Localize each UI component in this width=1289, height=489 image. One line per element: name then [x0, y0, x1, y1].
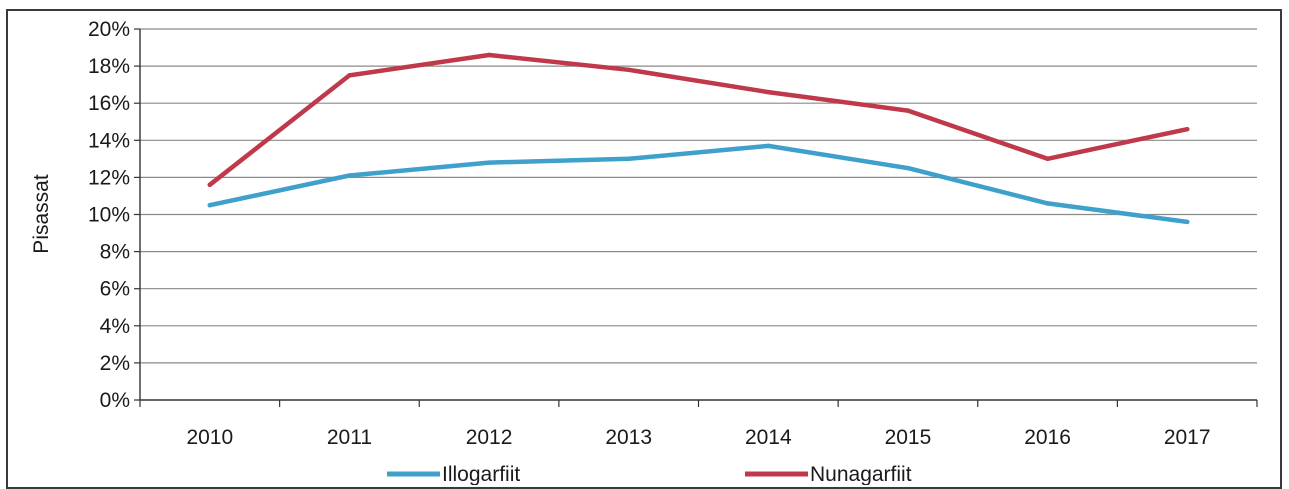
- data-point: [1184, 126, 1190, 132]
- x-tick-label: 2017: [1164, 426, 1211, 449]
- x-tick-label: 2012: [466, 426, 513, 449]
- data-point: [1184, 219, 1190, 225]
- y-tick-label: 14%: [88, 129, 130, 152]
- x-tick-label: 2016: [1024, 426, 1071, 449]
- y-tick-label: 18%: [88, 55, 130, 78]
- y-tick-label: 16%: [88, 92, 130, 115]
- y-tick-label: 20%: [88, 18, 130, 41]
- axes: [134, 28, 1258, 407]
- y-tick-label: 0%: [100, 389, 130, 412]
- series-line-illogarfiit: [207, 143, 1190, 225]
- x-tick-label: 2013: [605, 426, 652, 449]
- x-tick-label: 2010: [186, 426, 233, 449]
- y-tick-label: 6%: [100, 278, 130, 301]
- y-tick-label: 2%: [100, 352, 130, 375]
- data-point: [905, 108, 911, 113]
- data-point: [486, 52, 492, 58]
- legend-label-illogarfiit: Illogarfiit: [442, 463, 520, 485]
- y-tick-label: 4%: [100, 315, 130, 338]
- x-tick-label: 2015: [885, 426, 932, 449]
- data-point: [766, 143, 771, 149]
- y-tick-labels: 0% 2% 4% 6% 8% 10% 12% 14% 16% 18% 20%: [88, 18, 130, 412]
- data-point: [347, 173, 352, 178]
- y-tick-label: 10%: [88, 204, 130, 227]
- legend: Illogarfiit Nunagarfiit: [387, 463, 912, 485]
- y-axis-title: Pisassat: [30, 174, 53, 254]
- legend-label-nunagarfiit: Nunagarfiit: [810, 463, 912, 485]
- data-point: [1045, 156, 1050, 162]
- data-point: [626, 156, 631, 162]
- series-lines: [207, 52, 1190, 225]
- data-point: [347, 73, 352, 78]
- series-line-nunagarfiit: [207, 52, 1190, 188]
- data-point: [626, 67, 631, 73]
- data-point: [207, 182, 213, 188]
- y-tick-label: 12%: [88, 166, 130, 189]
- data-point: [766, 89, 771, 95]
- x-tick-label: 2011: [327, 426, 372, 449]
- data-point: [207, 203, 213, 208]
- y-tick-label: 8%: [100, 241, 130, 264]
- data-point: [905, 165, 911, 171]
- x-tick-labels: 2010 2011 2012 2013 2014 2015 2016 2017: [186, 426, 1210, 449]
- chart-frame: [6, 9, 1282, 489]
- data-point: [1045, 201, 1050, 206]
- gridlines: [140, 28, 1257, 364]
- x-tick-label: 2014: [745, 426, 792, 449]
- data-point: [486, 160, 492, 165]
